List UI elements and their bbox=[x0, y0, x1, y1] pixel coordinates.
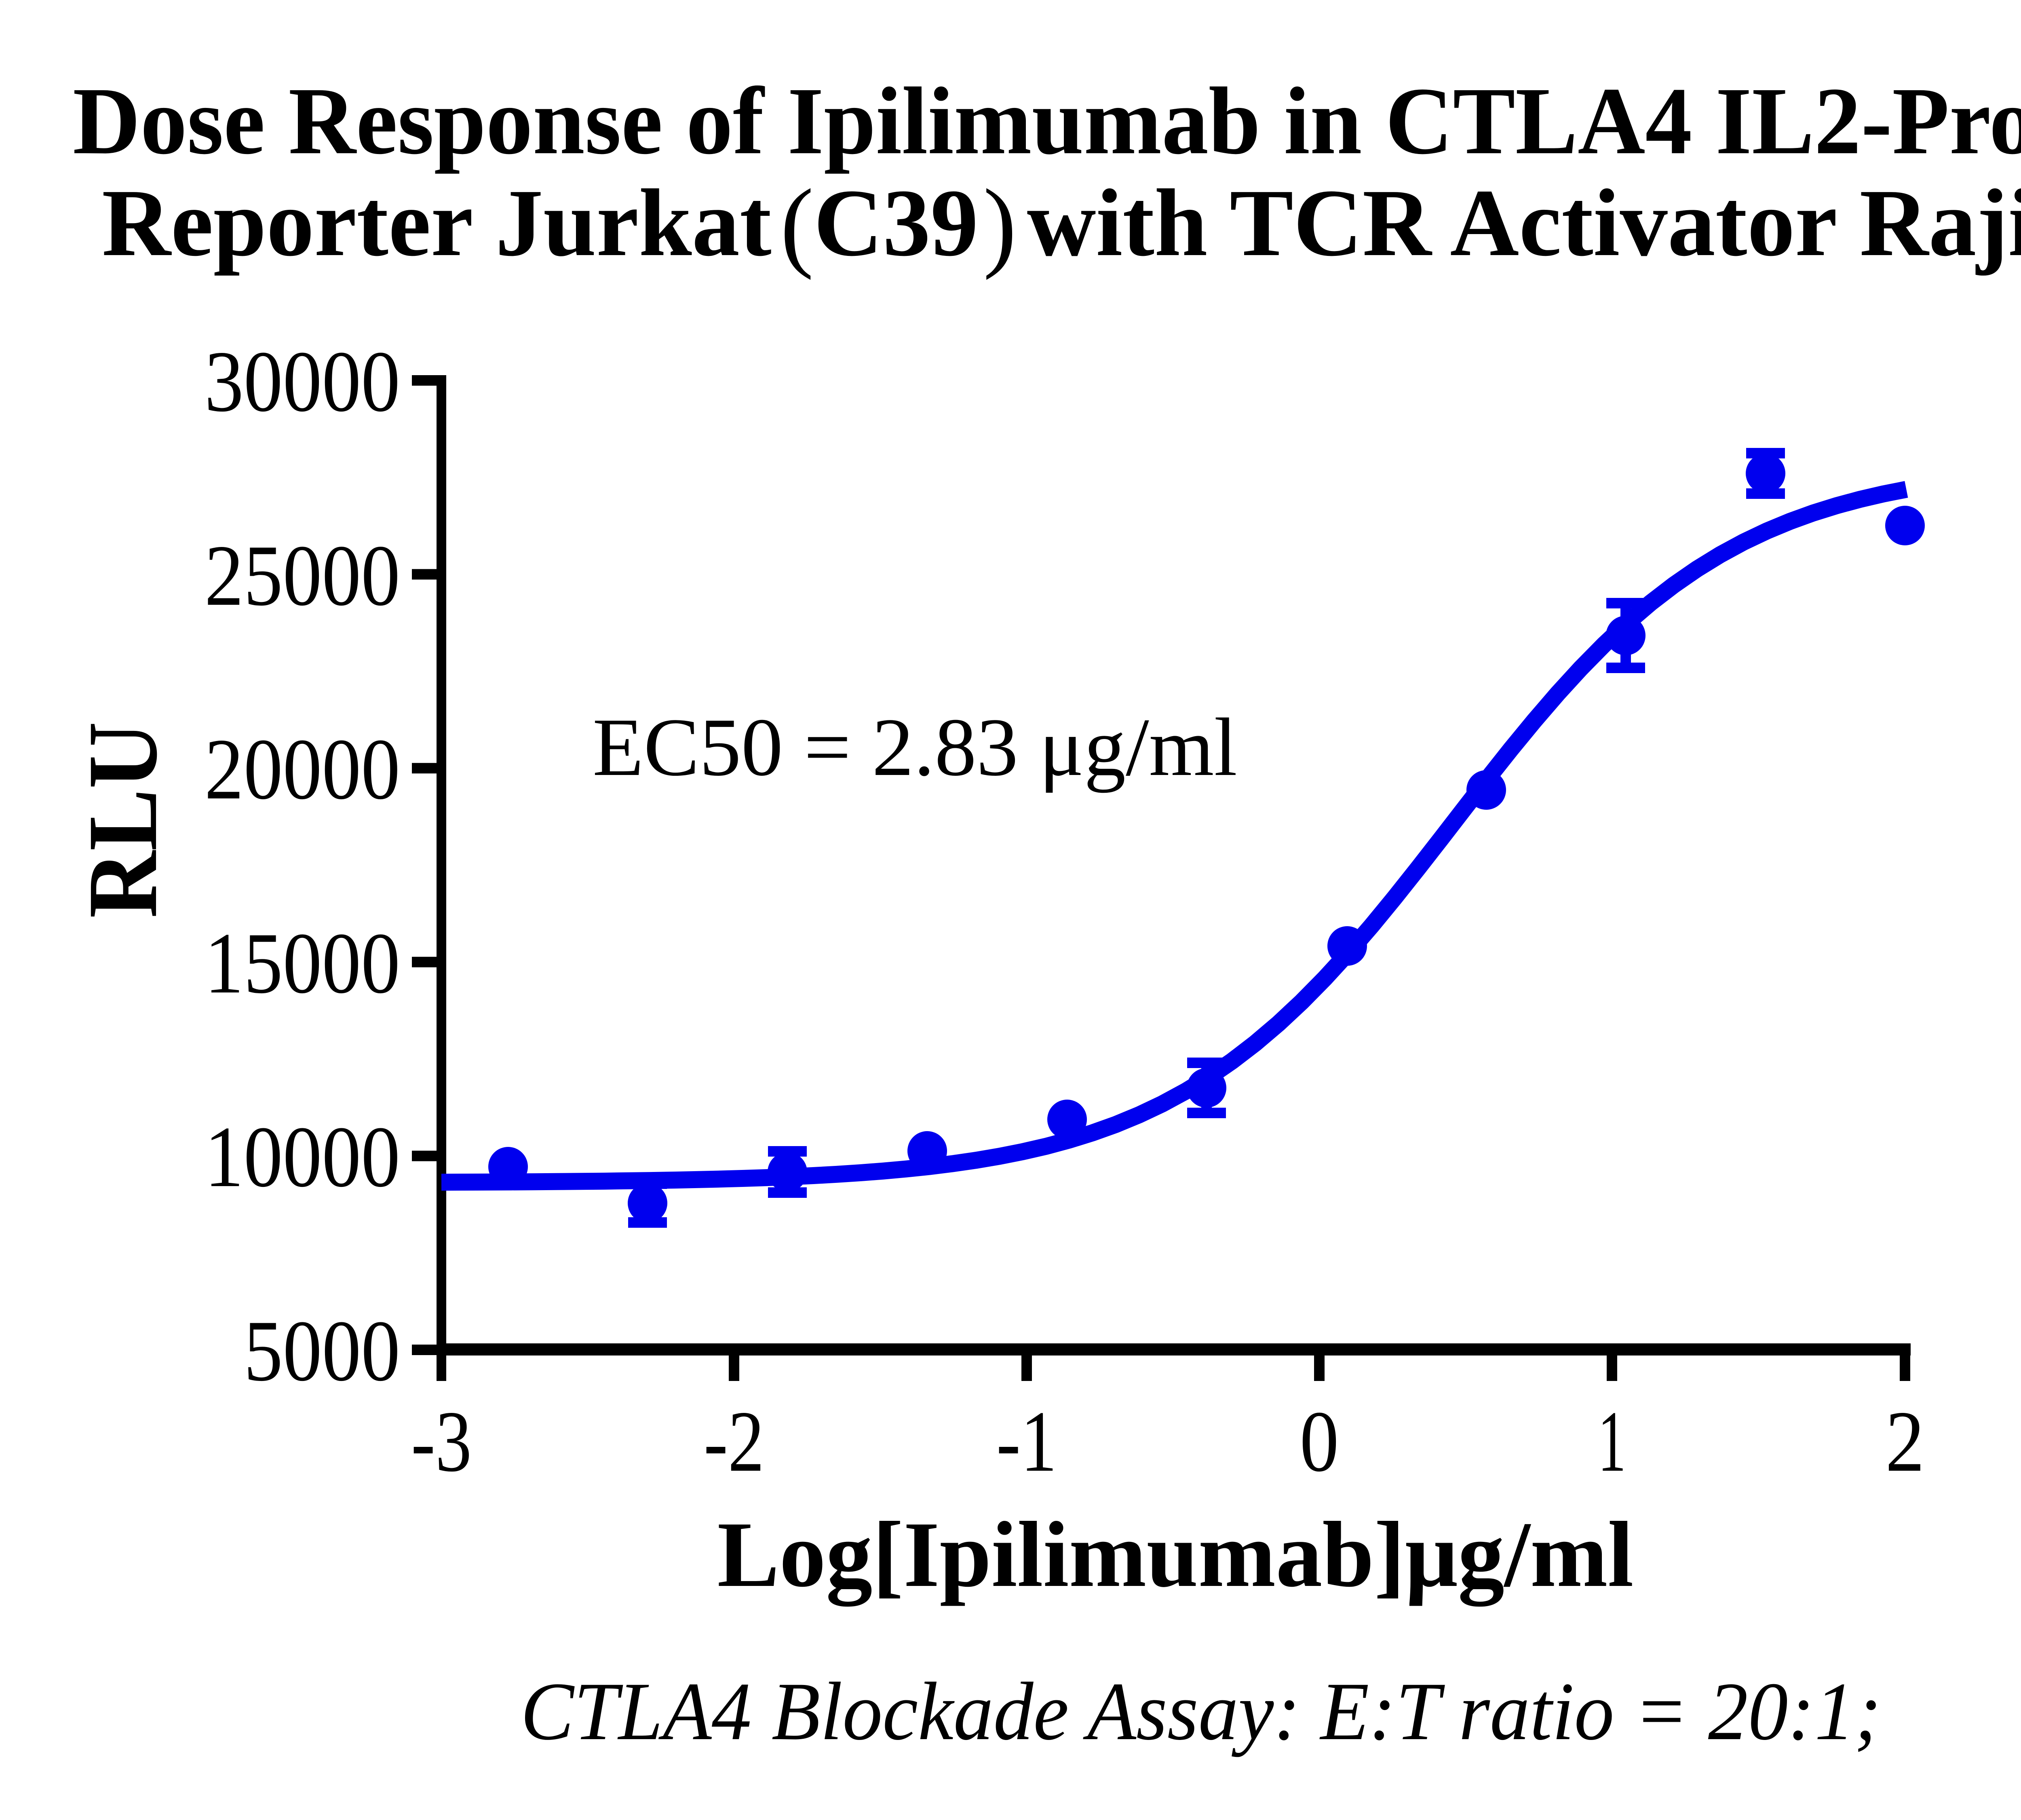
svg-text:2: 2 bbox=[1886, 1393, 1925, 1490]
svg-text:15000: 15000 bbox=[205, 915, 400, 1011]
svg-text:RLU: RLU bbox=[68, 722, 178, 918]
svg-text:EC50 = 2.83 μg/ml: EC50 = 2.83 μg/ml bbox=[593, 701, 1237, 793]
svg-text:-1: -1 bbox=[996, 1393, 1057, 1490]
svg-text:20000: 20000 bbox=[205, 721, 400, 817]
svg-text:10000: 10000 bbox=[205, 1108, 400, 1205]
svg-text:30000: 30000 bbox=[205, 333, 400, 430]
svg-text:Reporter Jurkat(C39)with TCR A: Reporter Jurkat(C39) with TCR Activator R… bbox=[102, 169, 2021, 281]
svg-text:25000: 25000 bbox=[205, 527, 400, 624]
svg-text:Dose Response of Ipilimumab in: Dose Response of Ipilimumab in CTLA4 IL2… bbox=[73, 68, 2021, 174]
svg-text:CTLA4 Blockade Assay: E:T rati: CTLA4 Blockade Assay: E:T ratio = 20:1; bbox=[521, 1666, 1881, 1757]
svg-text:-2: -2 bbox=[704, 1393, 764, 1490]
svg-text:1: 1 bbox=[1598, 1393, 1626, 1490]
svg-text:0: 0 bbox=[1300, 1393, 1339, 1490]
svg-text:5000: 5000 bbox=[244, 1303, 400, 1399]
svg-text:-3: -3 bbox=[411, 1393, 472, 1490]
svg-text:Log[Ipilimumab]μg/ml: Log[Ipilimumab]μg/ml bbox=[717, 1503, 1634, 1607]
